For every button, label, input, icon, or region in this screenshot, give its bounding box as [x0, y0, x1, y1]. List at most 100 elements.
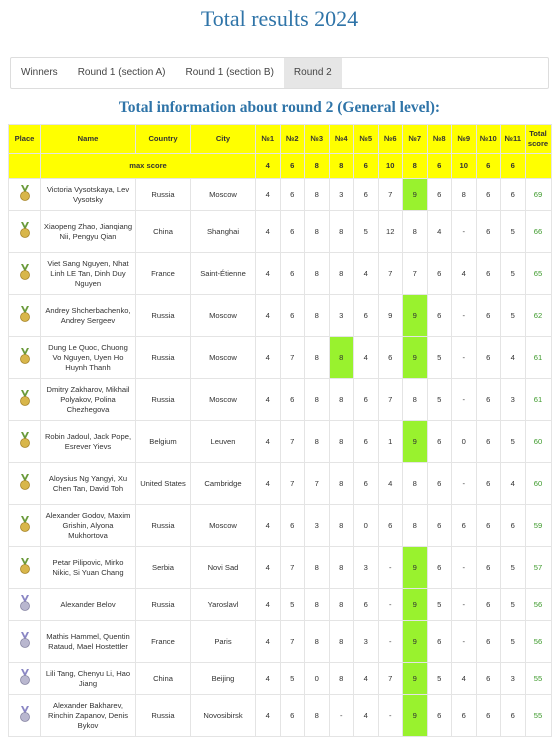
score: 3 — [328, 294, 354, 337]
score: 6 — [475, 662, 501, 695]
score: 5 — [500, 620, 526, 663]
score: 6 — [475, 462, 501, 505]
column-header: №10 — [475, 124, 501, 154]
score: 5 — [279, 662, 305, 695]
column-header: №2 — [279, 124, 305, 154]
tab[interactable]: Winners — [21, 67, 58, 78]
max-score-row: max score 4 6 8 8 6 10 8 6 10 6 6 — [8, 153, 552, 179]
medal-icon — [19, 390, 30, 406]
team-name: Alexander Belov — [40, 588, 136, 621]
score: 5 — [353, 210, 379, 253]
column-header: Place — [8, 124, 41, 154]
result-row: Alexander Godov, Maxim Grishin, Alyona M… — [8, 504, 552, 547]
score: 5 — [426, 588, 452, 621]
score: 6 — [475, 694, 501, 737]
score: 4 — [255, 336, 281, 379]
country: France — [135, 252, 191, 295]
score: 8 — [402, 504, 428, 547]
max-score: 10 — [377, 153, 403, 179]
score: 8 — [328, 420, 354, 463]
score: 5 — [426, 662, 452, 695]
medal-icon — [19, 432, 30, 448]
max-score: 6 — [500, 153, 526, 179]
score: 8 — [304, 694, 330, 737]
score: 4 — [255, 252, 281, 295]
max-score: 10 — [451, 153, 477, 179]
medal-icon — [19, 632, 30, 648]
team-name: Dung Le Quoc, Chuong Vo Nguyen, Uyen Ho … — [40, 336, 136, 379]
place-cell — [8, 210, 41, 253]
score: 6 — [279, 378, 305, 421]
tab[interactable]: Round 1 (section B) — [185, 67, 274, 78]
score: 7 — [377, 662, 403, 695]
score: 4 — [353, 694, 379, 737]
score: 6 — [353, 420, 379, 463]
score: 4 — [451, 252, 477, 295]
score: 5 — [279, 588, 305, 621]
score: 4 — [255, 420, 281, 463]
score: - — [451, 210, 477, 253]
column-header: Country — [135, 124, 191, 154]
score: 4 — [255, 694, 281, 737]
score: 3 — [353, 620, 379, 663]
result-row: Dung Le Quoc, Chuong Vo Nguyen, Uyen Ho … — [8, 336, 552, 379]
result-row: Viet Sang Nguyen, Nhat Linh LE Tan, Dinh… — [8, 252, 552, 295]
score: - — [451, 588, 477, 621]
score: 7 — [377, 178, 403, 211]
score: 6 — [426, 420, 452, 463]
score: 8 — [328, 588, 354, 621]
page-title: Total results 2024 — [200, 6, 359, 31]
score: 4 — [353, 252, 379, 295]
score: 0 — [353, 504, 379, 547]
country: Russia — [135, 694, 191, 737]
score: 3 — [304, 504, 330, 547]
country: Russia — [135, 294, 191, 337]
score: 6 — [475, 378, 501, 421]
score: 4 — [500, 336, 526, 379]
score: 6 — [475, 620, 501, 663]
score: 4 — [255, 620, 281, 663]
score: 6 — [353, 178, 379, 211]
score: 8 — [328, 336, 354, 379]
score: 6 — [377, 504, 403, 547]
score: 8 — [328, 252, 354, 295]
score: 9 — [377, 294, 403, 337]
column-header: №6 — [377, 124, 403, 154]
tab[interactable]: Round 2 — [283, 58, 342, 88]
country: China — [135, 662, 191, 695]
score: 7 — [279, 462, 305, 505]
place-cell — [8, 153, 41, 179]
city: Shanghai — [190, 210, 256, 253]
score: 4 — [377, 462, 403, 505]
medal-icon — [19, 669, 30, 685]
place-cell — [8, 462, 41, 505]
score: 6 — [475, 546, 501, 589]
score: 8 — [402, 462, 428, 505]
result-row: Aloysius Ng Yangyi, Xu Chen Tan, David T… — [8, 462, 552, 505]
medal-icon — [19, 516, 30, 532]
score: 3 — [353, 546, 379, 589]
score: - — [451, 546, 477, 589]
team-name: Lili Tang, Chenyu Li, Hao Jiang — [40, 662, 136, 695]
country: Russia — [135, 588, 191, 621]
score: 8 — [304, 620, 330, 663]
score: 6 — [279, 694, 305, 737]
result-row: Dmitry Zakharov, Mikhail Polyakov, Polin… — [8, 378, 552, 421]
medal-icon — [19, 185, 30, 201]
score: 4 — [353, 662, 379, 695]
total-score: 59 — [524, 504, 552, 547]
score: 6 — [377, 336, 403, 379]
score: 6 — [475, 210, 501, 253]
score: 5 — [426, 378, 452, 421]
city: Novosibirsk — [190, 694, 256, 737]
score: 8 — [328, 662, 354, 695]
score: 4 — [353, 336, 379, 379]
score: - — [451, 462, 477, 505]
score: 7 — [402, 252, 428, 295]
score: 4 — [255, 546, 281, 589]
tab[interactable]: Round 1 (section A) — [77, 67, 166, 78]
place-cell — [8, 620, 41, 663]
result-row: Robin Jadoul, Jack Pope, Esrever Yievs Be… — [8, 420, 552, 463]
team-name: Mathis Hammel, Quentin Rataud, Mael Host… — [40, 620, 136, 663]
score: 8 — [328, 504, 354, 547]
